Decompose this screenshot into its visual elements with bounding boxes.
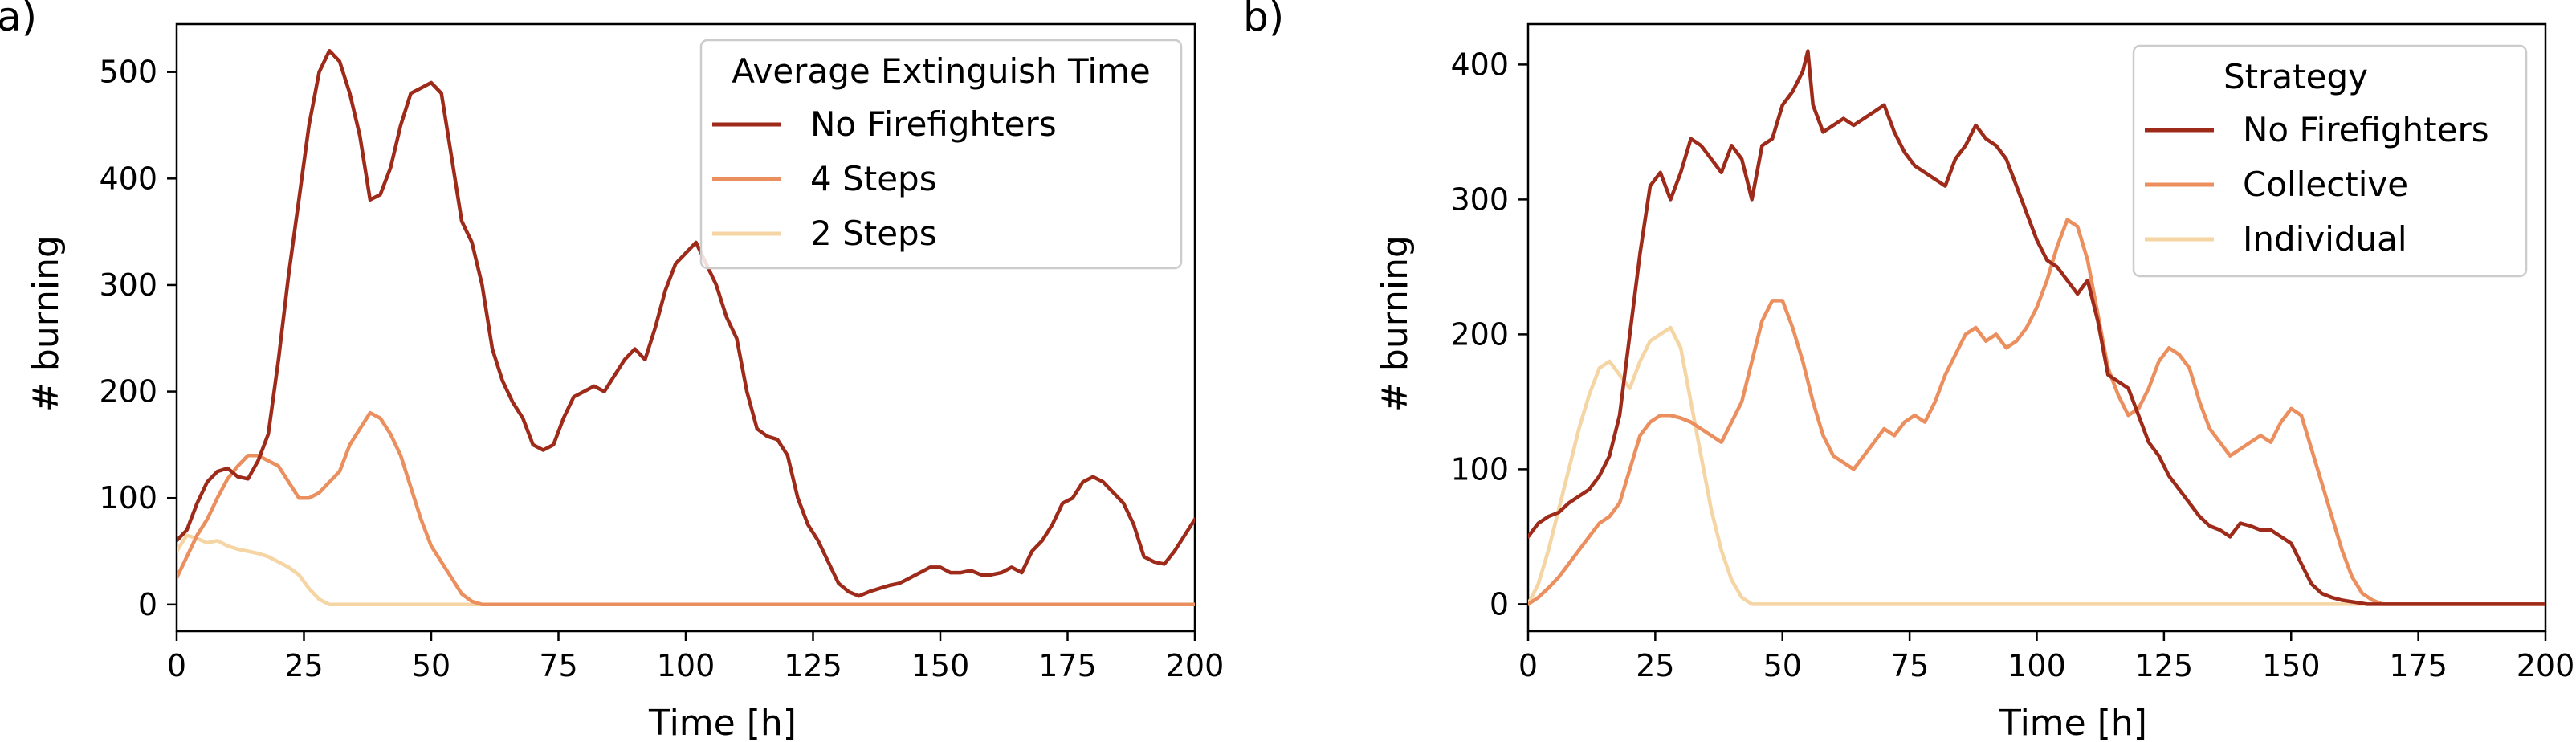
y-tick-label-b: 400 — [1450, 47, 1509, 82]
x-axis-title-b: Time [h] — [1999, 703, 2147, 742]
legend-title-b: Strategy — [2223, 57, 2368, 96]
series-group-a — [177, 48, 1195, 607]
series-line-individual-b — [1528, 325, 2545, 606]
y-tick-label-b: 300 — [1450, 181, 1509, 217]
x-tick-label-b: 175 — [2389, 648, 2448, 683]
x-tick-label-b: 0 — [1518, 648, 1538, 683]
legend-box-b — [2132, 44, 2528, 278]
x-tick-label-b: 75 — [1890, 648, 1929, 683]
legend-label-collective-b: Collective — [2243, 165, 2408, 204]
panel-a: a) Time [h] # burning 0 25 50 75 100 125 150 17… — [0, 0, 1224, 742]
x-tick-label-a: 75 — [539, 648, 577, 683]
y-tick-label-a: 500 — [99, 55, 157, 90]
x-tick-label-a: 175 — [1038, 648, 1097, 683]
panel-label-b: b) — [1243, 0, 1284, 40]
x-tick-label-a: 100 — [657, 648, 715, 683]
x-tick-label-b: 125 — [2135, 648, 2194, 683]
x-tick-label-a: 150 — [911, 648, 970, 683]
y-tick-label-a: 400 — [99, 161, 157, 196]
legend-label-no-firefighters-b: No Firefighters — [2243, 110, 2489, 149]
x-tick-label-b: 200 — [2517, 648, 2575, 683]
y-tick-label-a: 300 — [99, 267, 157, 303]
x-tick-label-a: 0 — [167, 648, 186, 683]
series-group-b — [1528, 49, 2545, 606]
series-line-collective-b — [1528, 218, 2545, 606]
x-tick-label-b: 50 — [1763, 648, 1802, 683]
series-line-4-steps-a — [177, 410, 1195, 607]
x-tick-label-a: 50 — [412, 648, 450, 683]
x-tick-label-b: 150 — [2262, 648, 2321, 683]
legend-title-a: Average Extinguish Time — [732, 51, 1151, 91]
x-tick-label-a: 25 — [284, 648, 323, 683]
legend-label-no-firefighters-a: No Firefighters — [810, 104, 1057, 144]
series-line-2-steps-a — [177, 533, 1195, 607]
panel-b: b) Time [h] # burning 0 25 50 75 100 125 150 17… — [1243, 0, 2574, 742]
x-tick-label-b: 100 — [2007, 648, 2066, 683]
x-axis-title-a: Time [h] — [648, 703, 797, 742]
legend-b: Strategy No Firefighters Collective Individ… — [2132, 44, 2528, 278]
y-axis-title-b: # burning — [1375, 235, 1416, 412]
legend-label-2-steps-a: 2 Steps — [810, 214, 937, 253]
x-tick-label-a: 200 — [1166, 648, 1225, 683]
legend-label-4-steps-a: 4 Steps — [810, 159, 937, 198]
y-tick-label-b: 0 — [1490, 586, 1509, 622]
legend-a: Average Extinguish Time No Firefighters 4 … — [699, 39, 1183, 270]
series-line-no-firefighters-a — [177, 48, 1195, 598]
series-line-no-firefighters-b — [1528, 49, 2545, 606]
x-tick-label-a: 125 — [784, 648, 842, 683]
legend-box-a — [699, 39, 1183, 270]
y-tick-label-a: 200 — [99, 374, 157, 410]
y-tick-label-b: 100 — [1450, 451, 1509, 487]
y-tick-label-a: 100 — [99, 480, 157, 516]
y-tick-label-b: 200 — [1450, 316, 1509, 352]
y-tick-label-a: 0 — [138, 587, 157, 622]
x-tick-label-b: 25 — [1636, 648, 1674, 683]
panel-label-a: a) — [0, 0, 37, 40]
y-axis-title-a: # burning — [26, 235, 67, 412]
legend-label-individual-b: Individual — [2243, 219, 2407, 259]
